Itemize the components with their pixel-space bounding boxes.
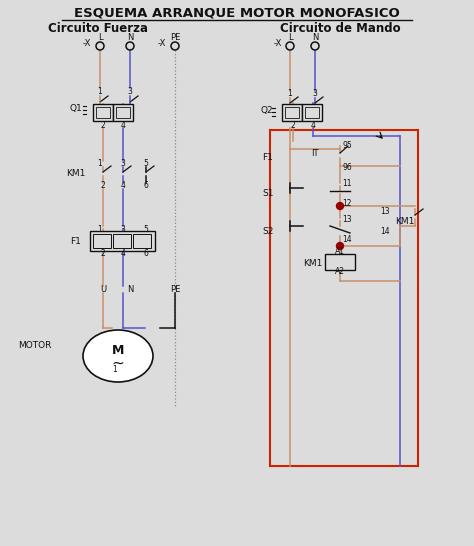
Text: KM1: KM1	[395, 217, 415, 225]
Text: 6: 6	[144, 248, 148, 258]
Text: 11: 11	[342, 180, 352, 188]
Text: L: L	[288, 33, 292, 41]
Text: ~: ~	[111, 355, 124, 371]
Bar	[113, 104, 133, 121]
Text: 1: 1	[98, 224, 102, 234]
Text: KM1: KM1	[303, 258, 323, 268]
Text: PE: PE	[170, 33, 180, 41]
Text: 2: 2	[100, 248, 105, 258]
Text: S2: S2	[262, 227, 273, 235]
Bar	[305, 107, 319, 118]
Text: 1: 1	[113, 365, 118, 373]
Text: 5: 5	[144, 159, 148, 169]
Text: N: N	[312, 33, 318, 41]
Text: A1: A1	[335, 247, 345, 257]
Text: 4: 4	[310, 121, 315, 129]
Circle shape	[337, 203, 344, 210]
Text: Circuito Fuerza: Circuito Fuerza	[48, 21, 148, 34]
Bar	[113, 234, 131, 248]
Bar	[116, 107, 130, 118]
Text: IT: IT	[311, 149, 319, 157]
Circle shape	[311, 42, 319, 50]
Text: 4: 4	[120, 181, 126, 191]
Text: M: M	[112, 345, 124, 358]
Text: 96: 96	[342, 163, 352, 173]
Text: 1: 1	[98, 159, 102, 169]
Text: F1: F1	[263, 153, 273, 163]
Bar	[133, 234, 151, 248]
Text: 1: 1	[98, 87, 102, 97]
Text: 4: 4	[120, 121, 126, 129]
Text: 6: 6	[144, 181, 148, 191]
Text: Circuito de Mando: Circuito de Mando	[280, 21, 401, 34]
Bar	[93, 234, 111, 248]
Text: S1: S1	[262, 189, 274, 199]
Text: -X: -X	[83, 39, 91, 48]
Bar	[96, 107, 110, 118]
Text: 12: 12	[342, 199, 352, 207]
Ellipse shape	[83, 330, 153, 382]
Text: 3: 3	[120, 159, 126, 169]
Bar	[285, 107, 299, 118]
Text: 3: 3	[312, 90, 318, 98]
Bar	[282, 104, 302, 121]
Text: -X: -X	[274, 39, 282, 48]
Bar	[93, 104, 113, 121]
Text: ESQUEMA ARRANQUE MOTOR MONOFASICO: ESQUEMA ARRANQUE MOTOR MONOFASICO	[74, 7, 400, 20]
Circle shape	[337, 242, 344, 250]
Text: PE: PE	[170, 286, 180, 294]
Bar	[302, 104, 322, 121]
Circle shape	[126, 42, 134, 50]
Text: 3: 3	[128, 87, 132, 97]
Circle shape	[96, 42, 104, 50]
Text: N: N	[127, 286, 133, 294]
Text: 13: 13	[380, 207, 390, 217]
Text: 5: 5	[144, 224, 148, 234]
Text: L: L	[98, 33, 102, 41]
Bar	[270, 130, 418, 466]
Text: 14: 14	[380, 227, 390, 235]
Circle shape	[286, 42, 294, 50]
Text: N: N	[127, 33, 133, 41]
Text: KM1: KM1	[66, 169, 86, 179]
Bar	[325, 254, 355, 270]
Text: A2: A2	[335, 266, 345, 276]
Text: U: U	[100, 286, 106, 294]
Text: Q1: Q1	[70, 104, 82, 114]
Text: 13: 13	[342, 215, 352, 223]
Text: MOTOR: MOTOR	[18, 341, 52, 351]
Text: -X: -X	[158, 39, 166, 48]
Text: 2: 2	[291, 121, 295, 129]
Text: Q2: Q2	[261, 106, 273, 116]
Circle shape	[171, 42, 179, 50]
Text: 2: 2	[100, 181, 105, 191]
Text: 14: 14	[342, 234, 352, 244]
Text: 4: 4	[120, 248, 126, 258]
Text: 2: 2	[100, 121, 105, 129]
Text: 3: 3	[120, 224, 126, 234]
Bar	[90, 231, 155, 251]
Text: 95: 95	[342, 141, 352, 151]
Text: 1: 1	[288, 90, 292, 98]
Text: F1: F1	[71, 236, 82, 246]
